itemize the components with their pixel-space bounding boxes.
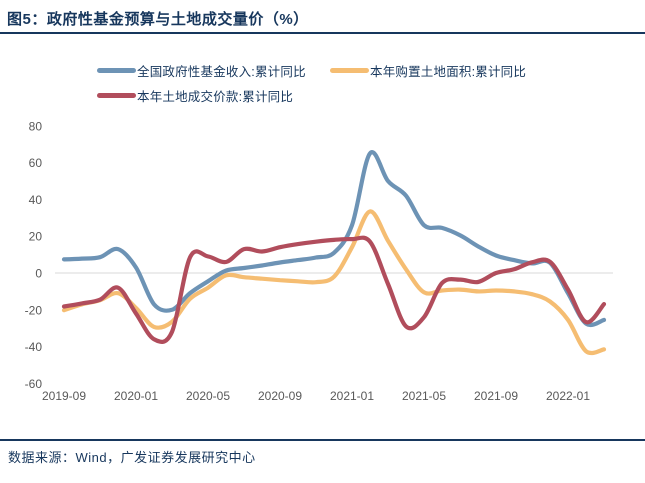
x-tick-label: 2022-01 xyxy=(546,389,590,403)
series-line-1 xyxy=(61,209,607,356)
y-tick-label: 20 xyxy=(29,230,43,244)
legend-swatch-orange xyxy=(330,67,369,73)
y-tick-label: -60 xyxy=(25,377,43,391)
series-line-0 xyxy=(61,150,607,328)
x-tick-label: 2021-05 xyxy=(402,389,446,403)
y-tick-label: -40 xyxy=(25,340,43,354)
x-tick-label: 2019-09 xyxy=(42,389,86,403)
y-tick-label: 60 xyxy=(29,156,43,170)
title-divider xyxy=(0,32,645,34)
legend-label-land-value: 本年土地成交价款:累计同比 xyxy=(137,89,294,104)
data-source: 数据来源：Wind，广发证券发展研究中心 xyxy=(8,450,256,465)
x-tick-label: 2020-05 xyxy=(186,389,230,403)
x-tick-label: 2021-01 xyxy=(330,389,374,403)
x-tick-label: 2021-09 xyxy=(474,389,518,403)
legend-row: 本年土地成交价款:累计同比 xyxy=(97,86,526,105)
legend-swatch-blue xyxy=(97,67,136,73)
footer-divider xyxy=(0,439,645,441)
legend-item-land-area: 本年购置土地面积:累计同比 xyxy=(330,61,526,80)
x-tick-label: 2020-09 xyxy=(258,389,302,403)
chart-legend: 全国政府性基金收入:累计同比 本年购置土地面积:累计同比 本年土地成交价款:累计… xyxy=(97,63,526,113)
legend-item-land-value: 本年土地成交价款:累计同比 xyxy=(97,86,330,105)
y-tick-label: 40 xyxy=(29,193,43,207)
y-tick-label: 80 xyxy=(29,119,43,133)
legend-label-land-area: 本年购置土地面积:累计同比 xyxy=(370,64,527,79)
x-tick-label: 2020-01 xyxy=(114,389,158,403)
legend-swatch-red xyxy=(97,92,136,98)
series-line-2 xyxy=(61,235,607,344)
y-tick-label: 0 xyxy=(35,267,42,281)
legend-label-gov-fund-revenue: 全国政府性基金收入:累计同比 xyxy=(137,64,306,79)
legend-item-gov-fund-revenue: 全国政府性基金收入:累计同比 xyxy=(97,61,330,80)
figure-title: 图5：政府性基金预算与土地成交量价（%） xyxy=(7,11,309,28)
legend-row: 全国政府性基金收入:累计同比 本年购置土地面积:累计同比 xyxy=(97,61,526,80)
y-tick-label: -20 xyxy=(25,303,43,317)
